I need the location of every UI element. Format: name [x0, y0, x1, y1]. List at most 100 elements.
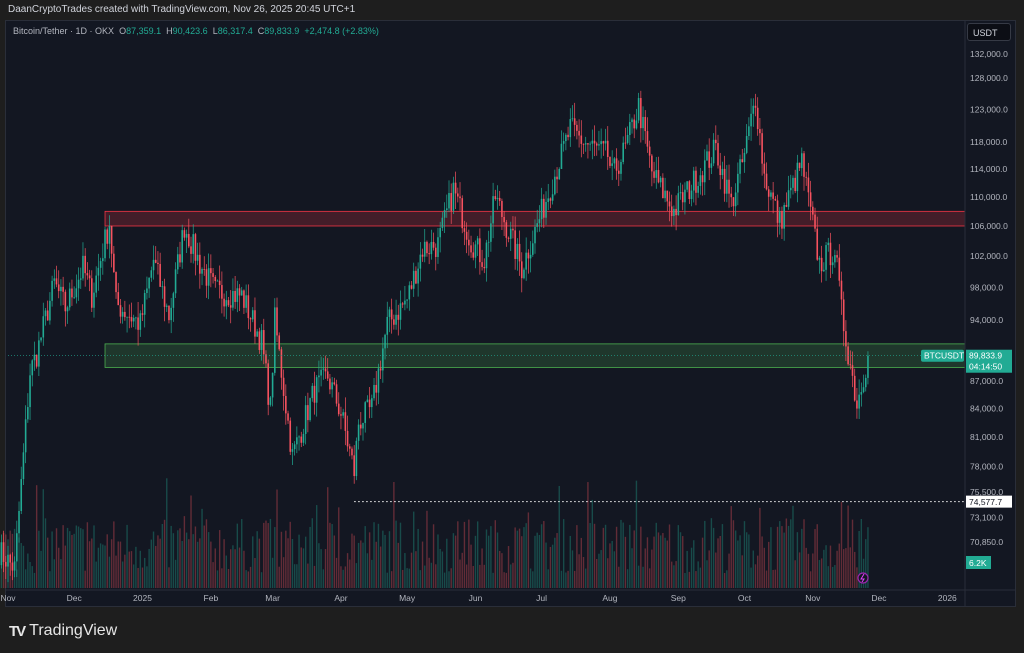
candle-body: [809, 192, 812, 207]
volume-bar: [492, 572, 494, 588]
volume-bar: [302, 548, 305, 588]
tradingview-logo-icon: TV: [9, 622, 26, 640]
candle-body: [434, 247, 437, 257]
volume-bar: [148, 548, 150, 588]
volume-bar: [768, 541, 770, 588]
candle-body: [344, 412, 347, 431]
volume-bar: [446, 538, 448, 588]
volume-bar: [527, 512, 530, 588]
volume-bar: [461, 552, 463, 588]
volume-bar: [576, 525, 578, 588]
candle-body: [666, 190, 669, 202]
candle-body: [132, 317, 135, 322]
candle-body: [42, 316, 45, 338]
candle-body: [461, 198, 464, 229]
candle-body: [121, 311, 124, 317]
volume-bar: [91, 538, 93, 588]
candle-body: [331, 382, 333, 390]
candle-body: [699, 175, 702, 187]
volume-bar: [479, 564, 481, 588]
symbol-name[interactable]: Bitcoin/Tether · 1D · OKX: [13, 26, 115, 36]
candle-body: [302, 433, 305, 443]
candle-body: [82, 255, 84, 279]
volume-bar: [159, 538, 161, 588]
volume-bar: [316, 505, 318, 588]
volume-bar: [382, 530, 384, 588]
volume-bar: [776, 526, 779, 588]
candle-body: [377, 368, 380, 393]
candle-body: [68, 288, 71, 308]
volume-bar: [166, 478, 168, 588]
candle-body: [501, 200, 503, 218]
candle-body: [781, 211, 783, 229]
volume-bar: [472, 566, 474, 588]
candle-body: [66, 307, 69, 312]
volume-bar: [745, 532, 748, 588]
candle-body: [756, 107, 759, 130]
volume-bar: [640, 526, 642, 588]
volume-bar: [53, 559, 56, 588]
volume-bar: [249, 566, 252, 588]
candle-body: [437, 237, 439, 257]
volume-bar: [183, 516, 186, 588]
volume-bar: [441, 551, 444, 588]
candle-body: [494, 196, 497, 200]
candle-body: [110, 225, 113, 254]
volume-bar: [130, 551, 133, 588]
candle-body: [439, 228, 441, 238]
candle-body: [324, 368, 327, 372]
volume-bar: [24, 569, 27, 588]
candle-body: [236, 288, 239, 302]
volume-bar: [318, 543, 320, 588]
volume-bar: [598, 553, 600, 588]
candle-body: [761, 133, 763, 164]
volume-bar: [71, 534, 73, 588]
volume-bar: [216, 570, 219, 588]
candle-body: [90, 278, 93, 308]
candle-body: [353, 455, 355, 477]
volume-bar: [338, 507, 340, 588]
volume-bar: [578, 554, 580, 588]
volume-bar: [84, 570, 86, 588]
volume-bar: [278, 566, 280, 588]
volume-bar: [42, 489, 44, 588]
time-tick-label: Dec: [67, 593, 83, 603]
volume-bar: [247, 571, 250, 588]
candle-body: [282, 377, 285, 396]
candle-body: [496, 197, 499, 200]
candle-body: [679, 192, 682, 194]
high-value: 90,423.6: [172, 26, 208, 36]
volume-bar: [234, 549, 236, 588]
candle-body: [774, 198, 777, 201]
volume-bar: [29, 561, 31, 588]
volume-bar: [344, 566, 347, 588]
tradingview-logo[interactable]: TV TradingView: [9, 622, 117, 640]
candle-body: [165, 305, 168, 307]
candle-body: [329, 378, 331, 390]
volume-bar: [558, 485, 560, 588]
volume-bar: [657, 532, 660, 588]
volume-bar: [499, 550, 501, 588]
candle-body: [737, 173, 739, 193]
volume-bar: [664, 537, 666, 588]
candle-body: [364, 402, 367, 423]
volume-bar: [567, 570, 569, 588]
candle-body: [221, 285, 223, 299]
candle-body: [84, 255, 86, 274]
candle-body: [831, 262, 834, 266]
volume-bar: [693, 540, 695, 588]
volume-bar: [309, 526, 311, 588]
volume-bar: [205, 519, 208, 588]
candle-body: [179, 254, 181, 263]
candle-body: [509, 228, 512, 239]
volume-bar: [46, 537, 49, 588]
volume-bar: [276, 489, 278, 588]
currency-button[interactable]: USDT: [967, 23, 1011, 41]
volume-bar: [448, 571, 450, 588]
volume-bar: [410, 552, 413, 588]
volume-bar: [214, 548, 216, 588]
candle-body: [51, 280, 53, 301]
candle-body: [135, 317, 137, 319]
volume-bar: [823, 549, 825, 588]
